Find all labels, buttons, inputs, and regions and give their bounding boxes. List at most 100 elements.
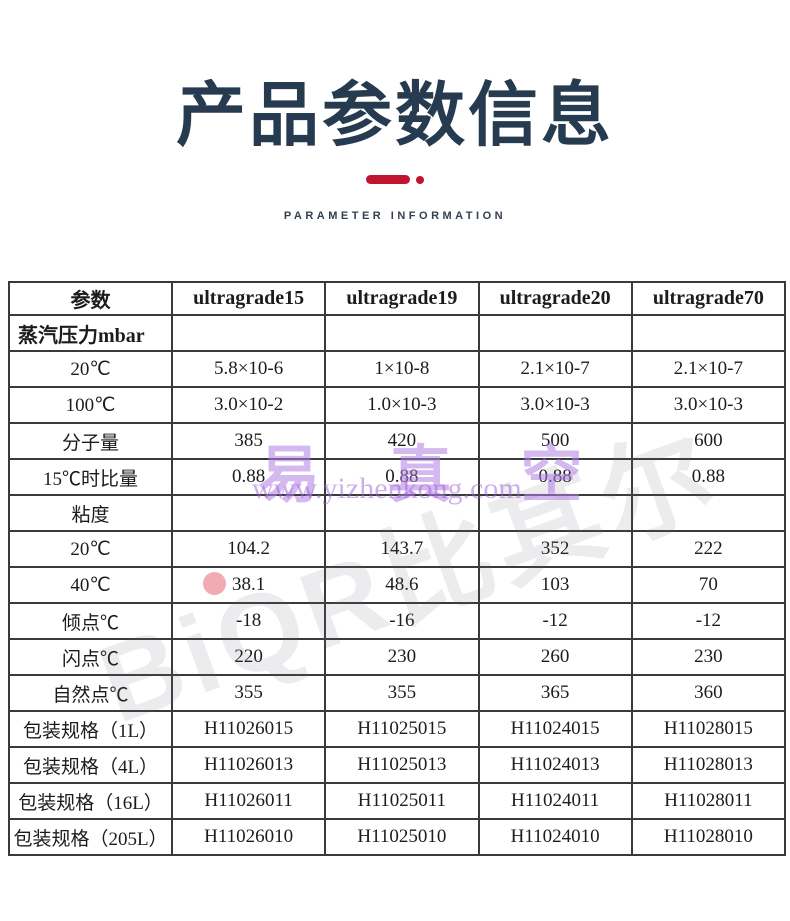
row-value: 220 <box>170 638 327 676</box>
row-label: 包装规格（16L） <box>8 782 173 820</box>
row-value: H11026013 <box>170 746 327 784</box>
row-value: 360 <box>630 674 787 712</box>
row-value: 0.88 <box>630 458 787 496</box>
row-value <box>477 314 633 352</box>
row-value: 38.1 <box>170 566 327 604</box>
row-value: 143.7 <box>324 530 480 568</box>
parameter-table: 参数 ultragrade15 ultragrade19 ultragrade2… <box>8 281 787 856</box>
row-value: 103 <box>477 566 633 604</box>
row-value: -12 <box>630 602 787 640</box>
table-header-row: 参数 ultragrade15 ultragrade19 ultragrade2… <box>8 281 787 316</box>
table-body: 蒸汽压力mbar 20℃ 5.8×10-6 1×10-8 2.1×10-7 2.1×10-… <box>8 314 787 856</box>
row-value: H11025013 <box>324 746 480 784</box>
table-header: 参数 ultragrade15 ultragrade19 ultragrade2… <box>8 281 787 316</box>
row-label: 倾点℃ <box>8 602 173 640</box>
row-label: 20℃ <box>8 350 173 388</box>
row-label: 闪点℃ <box>8 638 173 676</box>
row-value: 0.88 <box>477 458 633 496</box>
table-row: 包装规格（16L） H11026011 H11025011 H11024011 H110… <box>8 782 787 820</box>
row-value: H11024011 <box>477 782 633 820</box>
row-value: 260 <box>477 638 633 676</box>
row-value: 0.88 <box>324 458 480 496</box>
row-value: 70 <box>630 566 787 604</box>
row-value: H11028013 <box>630 746 787 784</box>
row-value: H11025015 <box>324 710 480 748</box>
row-value: 222 <box>630 530 787 568</box>
row-value: H11028010 <box>630 818 787 856</box>
row-value <box>630 314 787 352</box>
row-value: H11025011 <box>324 782 480 820</box>
table-row: 倾点℃ -18 -16 -12 -12 <box>8 602 787 640</box>
column-header-param: 参数 <box>8 281 173 316</box>
row-value: 230 <box>630 638 787 676</box>
row-value <box>477 494 633 532</box>
row-label: 蒸汽压力mbar <box>8 314 173 352</box>
table-row: 包装规格（4L） H11026013 H11025013 H11024013 H1102… <box>8 746 787 784</box>
table-row: 100℃ 3.0×10-2 1.0×10-3 3.0×10-3 3.0×10-3 <box>8 386 787 424</box>
table-row: 闪点℃ 220 230 260 230 <box>8 638 787 676</box>
row-value: 1×10-8 <box>324 350 480 388</box>
row-value: 1.0×10-3 <box>324 386 480 424</box>
column-header-ultragrade70: ultragrade70 <box>630 281 787 316</box>
row-value: 2.1×10-7 <box>630 350 787 388</box>
table-row: 包装规格（205L） H11026010 H11025010 H11024010 H11… <box>8 818 787 856</box>
table-row: 自然点℃ 355 355 365 360 <box>8 674 787 712</box>
row-value: H11026010 <box>170 818 327 856</box>
column-header-ultragrade19: ultragrade19 <box>324 281 480 316</box>
row-value: 365 <box>477 674 633 712</box>
row-value: 2.1×10-7 <box>477 350 633 388</box>
row-value <box>630 494 787 532</box>
row-label: 100℃ <box>8 386 173 424</box>
row-value: -18 <box>170 602 327 640</box>
table-row: 包装规格（1L） H11026015 H11025015 H11024015 H1102… <box>8 710 787 748</box>
row-value: 420 <box>324 422 480 460</box>
table-row: 粘度 <box>8 494 787 532</box>
row-value: 500 <box>477 422 633 460</box>
title-divider <box>0 175 790 184</box>
row-value: 3.0×10-2 <box>170 386 327 424</box>
row-value: H11026015 <box>170 710 327 748</box>
row-value <box>324 494 480 532</box>
divider-dash-icon <box>366 175 410 184</box>
page-title: 产品参数信息 <box>176 76 614 154</box>
row-value: 385 <box>170 422 327 460</box>
row-label: 包装规格（4L） <box>8 746 173 784</box>
row-value: 3.0×10-3 <box>477 386 633 424</box>
row-label: 包装规格（1L） <box>8 710 173 748</box>
row-value: 5.8×10-6 <box>170 350 327 388</box>
row-value <box>170 314 327 352</box>
row-label: 40℃ <box>8 566 173 604</box>
row-value: H11026011 <box>170 782 327 820</box>
row-label: 15℃时比量 <box>8 458 173 496</box>
row-label: 自然点℃ <box>8 674 173 712</box>
row-value <box>170 494 327 532</box>
row-value: H11028015 <box>630 710 787 748</box>
row-value: H11025010 <box>324 818 480 856</box>
table-row: 分子量 385 420 500 600 <box>8 422 787 460</box>
row-value: -12 <box>477 602 633 640</box>
row-label: 包装规格（205L） <box>8 818 173 856</box>
divider-dot-icon <box>416 175 424 184</box>
row-value: 0.88 <box>170 458 327 496</box>
row-value: 355 <box>324 674 480 712</box>
row-value: 352 <box>477 530 633 568</box>
row-value: H11024015 <box>477 710 633 748</box>
row-label: 20℃ <box>8 530 173 568</box>
column-header-ultragrade20: ultragrade20 <box>477 281 633 316</box>
row-label: 粘度 <box>8 494 173 532</box>
row-value: 104.2 <box>170 530 327 568</box>
row-value: 48.6 <box>324 566 480 604</box>
row-value: 3.0×10-3 <box>630 386 787 424</box>
row-value: 230 <box>324 638 480 676</box>
parameter-table-wrap: 参数 ultragrade15 ultragrade19 ultragrade2… <box>8 281 787 856</box>
row-value: 600 <box>630 422 787 460</box>
table-row: 20℃ 5.8×10-6 1×10-8 2.1×10-7 2.1×10-7 <box>8 350 787 388</box>
table-row: 40℃ 38.1 48.6 103 70 <box>8 566 787 604</box>
row-value: H11024010 <box>477 818 633 856</box>
page-subtitle: PARAMETER INFORMATION <box>283 210 507 222</box>
row-value: H11028011 <box>630 782 787 820</box>
table-row: 15℃时比量 0.88 0.88 0.88 0.88 <box>8 458 787 496</box>
row-value <box>324 314 480 352</box>
table-row: 蒸汽压力mbar <box>8 314 787 352</box>
row-value: -16 <box>324 602 480 640</box>
